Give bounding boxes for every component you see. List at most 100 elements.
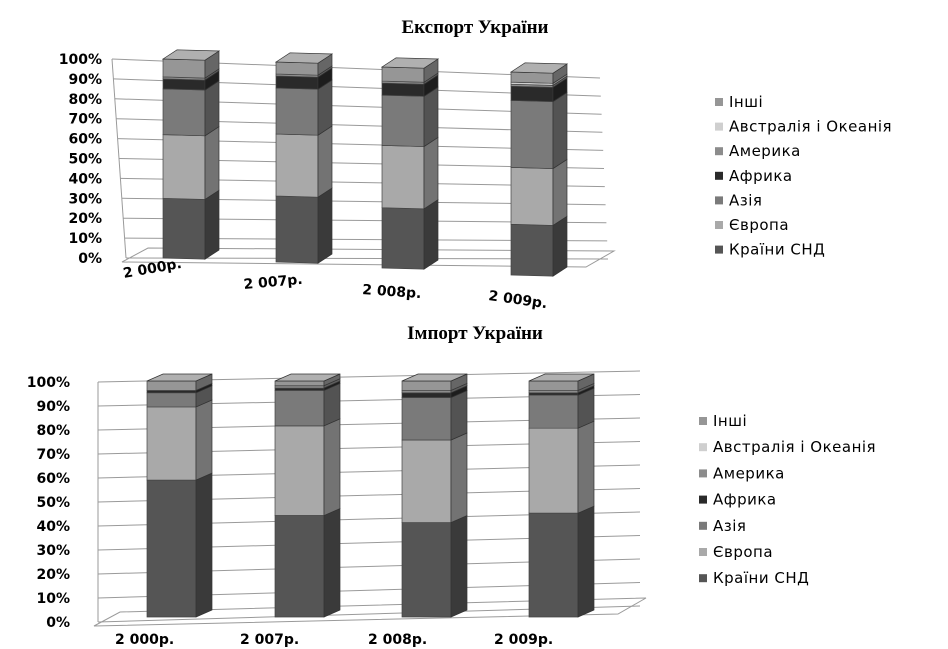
bar-top (509, 62, 569, 74)
legend-swatch (715, 221, 723, 229)
bar-segment (401, 380, 452, 391)
legend-label: Країни СНД (713, 569, 809, 587)
bar-segment (381, 82, 425, 97)
legend-label: Америка (713, 464, 785, 482)
bar-segment (275, 87, 319, 136)
bar-segment (274, 385, 325, 389)
y-tick-label: 80% (68, 92, 102, 108)
x-category-label: 2 009р. (487, 288, 548, 312)
bar-segment-side (450, 432, 468, 524)
bar-segment (528, 427, 579, 514)
y-tick-label: 20% (36, 567, 70, 583)
bar-segment-side (204, 189, 220, 260)
bar-segment-side (323, 418, 341, 517)
legend-label: Америка (729, 142, 801, 160)
bar-segment (510, 223, 554, 277)
x-category-label: 2 008р. (368, 632, 427, 648)
x-category-label: 2 007р. (243, 272, 303, 293)
chart-floor (93, 597, 647, 627)
y-tick-label: 50% (68, 152, 102, 168)
bar-top (146, 373, 213, 382)
bar-segment-side (450, 515, 468, 618)
legend-swatch (715, 171, 723, 180)
y-tick-label: 70% (68, 112, 102, 128)
legend-label: Інші (729, 93, 763, 111)
y-tick-label: 100% (59, 52, 102, 68)
bar-segment (146, 406, 197, 481)
bar-segment-side (317, 187, 333, 264)
bar-segment-side (577, 420, 595, 514)
bar-segment (510, 100, 554, 169)
legend-swatch (699, 469, 707, 478)
chart-title: Імпорт України (407, 323, 543, 344)
bar-top (380, 57, 440, 69)
y-tick-label: 0% (46, 615, 70, 631)
import-chart: Імпорт України 0% 10% 20% 30% 40% 50% 60% 70% 80%… (27, 323, 876, 648)
bar-segment (162, 78, 206, 91)
chart-floor (121, 247, 616, 268)
y-tick-label: 40% (68, 171, 102, 187)
bar-segment (381, 207, 425, 270)
bar-segment (528, 380, 579, 391)
legend-swatch (699, 495, 707, 504)
y-tick-label: 40% (36, 519, 70, 535)
bar-segment (401, 397, 452, 441)
bar-segment (401, 522, 452, 618)
bar-segment (162, 134, 206, 200)
bar-segment-side (195, 399, 213, 481)
y-tick-label: 70% (36, 447, 70, 463)
x-category-label: 2 009р. (494, 632, 553, 648)
legend-label: Австралія і Океанія (729, 118, 892, 136)
bar-segment (275, 61, 319, 76)
bar-segment-side (317, 79, 333, 136)
legend-label: Європа (729, 216, 789, 234)
bar-segment (528, 392, 579, 396)
legend-swatch (715, 196, 723, 205)
axis-wall-edge (111, 58, 127, 259)
bar-segment (528, 394, 579, 429)
y-tick-label: 0% (78, 251, 102, 267)
legend-swatch (699, 548, 707, 556)
legend-label: Європа (713, 543, 773, 561)
bar-top (528, 373, 595, 382)
bar-segment (275, 133, 319, 198)
export-chart: Експорт України 0% 10% 20% 30% 40% 50% 60% 70% 80… (59, 17, 892, 312)
bar-segment (528, 390, 579, 394)
bar-segment (146, 390, 197, 394)
bar-top (161, 49, 221, 61)
bar-segment (162, 197, 206, 260)
x-category-label: 2 000р. (122, 256, 183, 282)
bar-segment-side (450, 389, 468, 441)
bar-segment-side (323, 507, 341, 618)
bar-segment-side (323, 382, 341, 427)
legend-label: Країни СНД (729, 241, 825, 259)
bar-segment-side (204, 125, 220, 201)
bar-segment (274, 425, 325, 516)
legend-swatch (715, 147, 723, 156)
bar-segment (275, 75, 319, 90)
bar-segment (275, 195, 319, 264)
legend-label: Африка (729, 167, 793, 185)
y-tick-label: 30% (68, 191, 102, 207)
y-tick-label: 10% (68, 231, 102, 247)
bar-segment (401, 390, 452, 394)
bar-segment (510, 167, 554, 226)
bar-segment-side (552, 91, 568, 170)
y-tick-label: 90% (68, 72, 102, 88)
bar-segment (146, 380, 197, 391)
bar-top (401, 373, 468, 382)
legend-swatch (715, 245, 723, 254)
y-tick-label: 50% (36, 495, 70, 511)
bar-segment (381, 145, 425, 210)
x-category-label: 2 008р. (362, 282, 422, 302)
x-category-label: 2 000р. (115, 632, 174, 648)
legend-label: Азія (729, 191, 762, 209)
bar-segment-side (204, 80, 220, 137)
legend-label: Австралія і Океанія (713, 438, 876, 456)
legend-swatch (715, 122, 723, 131)
y-tick-label: 10% (36, 591, 70, 607)
bar-segment (510, 71, 554, 84)
bar-segment-side (552, 215, 568, 277)
bar-segment (146, 392, 197, 408)
